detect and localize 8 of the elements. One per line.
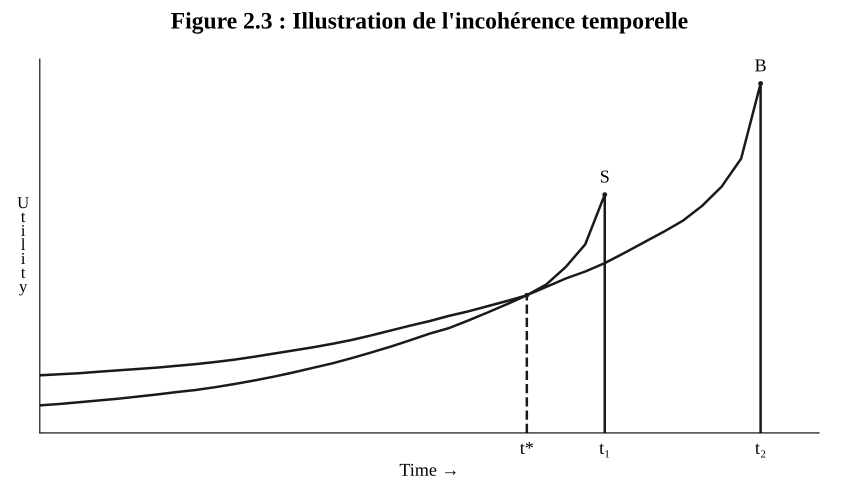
x-axis-title: Time → — [400, 464, 456, 476]
x-tick-label: t₁ — [599, 444, 610, 458]
y-axis-title: Utility — [17, 197, 29, 296]
series-label: S — [600, 170, 609, 183]
x-tick-label: t₂ — [755, 444, 766, 458]
chart-title: Figure 2.3 : Illustration de l'incohérence temporelle — [171, 12, 688, 34]
x-tick-label: t* — [520, 442, 533, 454]
series-label: B — [755, 60, 766, 72]
